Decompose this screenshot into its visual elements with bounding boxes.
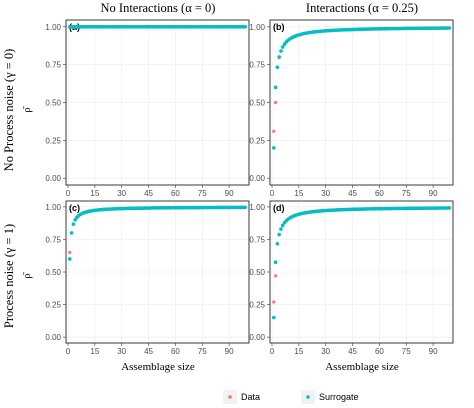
y-tick-label: 0.50 xyxy=(249,99,265,108)
panel-label: (d) xyxy=(273,203,285,213)
x-tick-label: 0 xyxy=(66,189,71,198)
panel-border xyxy=(65,200,250,344)
y-tick-label: 1.00 xyxy=(249,23,265,32)
y-tick-label: 0.00 xyxy=(249,333,265,342)
x-tick-label: 90 xyxy=(225,347,234,356)
y-tick-label: 0.25 xyxy=(45,136,61,145)
panel-label: (b) xyxy=(273,22,285,32)
surrogate-point xyxy=(280,223,285,228)
data-point xyxy=(273,274,278,278)
surrogate-point xyxy=(273,260,278,265)
row-title-process-noise: Process noise (γ = 1) xyxy=(2,224,16,328)
panel-label: (c) xyxy=(69,203,80,213)
surrogate-point xyxy=(67,257,72,261)
y-axis-title-top: ρ̄ xyxy=(22,106,33,113)
surrogate-point xyxy=(73,218,77,222)
y-tick-label: 0.25 xyxy=(249,301,265,310)
surrogate-point xyxy=(280,45,285,49)
surrogate-point xyxy=(279,227,283,231)
surrogate-point xyxy=(277,55,281,59)
legend-label-surrogate: Surrogate xyxy=(319,392,359,402)
surrogate-point xyxy=(273,85,278,90)
data-point xyxy=(273,100,278,105)
x-tick-label: 0 xyxy=(66,347,71,356)
x-tick-label: 90 xyxy=(429,189,438,198)
y-tick-label: 0.50 xyxy=(249,268,265,277)
panel-border xyxy=(269,19,454,186)
y-tick-label: 0.75 xyxy=(249,235,265,244)
x-axis-title-right: Assemblage size xyxy=(325,361,399,373)
surrogate-point xyxy=(447,26,452,30)
legend-marker-data xyxy=(228,395,232,399)
x-tick-label: 30 xyxy=(321,347,330,356)
panel-d: 0.00 0.25 0.50 0.75 1.00 0 15 30 45 60 75 90 (d) xyxy=(249,200,454,356)
panel-border xyxy=(269,200,454,344)
y-tick-label: 0.75 xyxy=(249,61,265,70)
surrogate-point xyxy=(275,241,280,246)
x-tick-label: 15 xyxy=(90,189,99,198)
x-tick-label: 75 xyxy=(402,347,411,356)
legend: Data Surrogate xyxy=(223,390,359,404)
panel-border xyxy=(65,19,250,186)
x-tick-label: 75 xyxy=(198,347,207,356)
y-tick-label: 0.25 xyxy=(45,301,61,310)
y-axis-title-bottom: ρ̄ xyxy=(22,272,33,279)
x-tick-label: 45 xyxy=(348,347,357,356)
y-tick-label: 1.00 xyxy=(45,203,61,212)
surrogate-point xyxy=(447,206,452,210)
x-tick-label: 15 xyxy=(294,189,303,198)
x-tick-label: 90 xyxy=(429,347,438,356)
x-tick-label: 15 xyxy=(90,347,99,356)
x-tick-label: 45 xyxy=(144,347,153,356)
x-tick-label: 45 xyxy=(144,189,153,198)
x-tick-label: 15 xyxy=(294,347,303,356)
panel-b: 0.00 0.25 0.50 0.75 1.00 0 15 30 45 60 75 90 (b) xyxy=(249,19,454,198)
x-tick-label: 75 xyxy=(402,189,411,198)
x-tick-label: 60 xyxy=(171,189,180,198)
y-tick-label: 0.25 xyxy=(249,136,265,145)
data-point xyxy=(272,129,276,133)
x-tick-label: 75 xyxy=(198,189,207,198)
y-tick-label: 0.75 xyxy=(45,61,61,70)
surrogate-point xyxy=(275,65,280,69)
panel-c: 0.00 0.25 0.50 0.75 1.00 0 15 30 45 60 75 90 (c) xyxy=(45,200,250,356)
x-tick-label: 60 xyxy=(375,347,384,356)
legend-marker-surrogate xyxy=(306,395,310,399)
data-point xyxy=(272,300,276,304)
surrogate-point xyxy=(71,222,76,227)
y-tick-label: 0.75 xyxy=(45,235,61,244)
x-tick-label: 30 xyxy=(321,189,330,198)
y-tick-label: 0.00 xyxy=(45,174,61,183)
x-tick-label: 60 xyxy=(171,347,180,356)
surrogate-point xyxy=(271,146,276,150)
data-point xyxy=(68,250,72,255)
column-title-interactions: Interactions (α = 0.25) xyxy=(306,1,418,15)
y-tick-label: 1.00 xyxy=(45,23,61,32)
surrogate-point xyxy=(69,231,74,235)
surrogate-point xyxy=(243,25,248,29)
x-tick-label: 30 xyxy=(117,347,126,356)
legend-label-data: Data xyxy=(241,392,260,402)
y-tick-label: 0.50 xyxy=(45,99,61,108)
x-tick-label: 45 xyxy=(348,189,357,198)
x-tick-label: 60 xyxy=(375,189,384,198)
y-tick-label: 0.50 xyxy=(45,268,61,277)
x-axis-title-left: Assemblage size xyxy=(121,361,195,373)
y-tick-label: 0.00 xyxy=(249,174,265,183)
surrogate-point xyxy=(279,49,283,53)
x-tick-label: 0 xyxy=(270,189,275,198)
x-tick-label: 90 xyxy=(225,189,234,198)
surrogate-point xyxy=(271,315,276,320)
surrogate-point xyxy=(243,205,248,210)
column-title-no-interactions: No Interactions (α = 0) xyxy=(101,1,216,15)
y-tick-label: 1.00 xyxy=(249,203,265,212)
x-tick-label: 0 xyxy=(270,347,275,356)
surrogate-point xyxy=(277,232,281,237)
row-title-no-process-noise: No Process noise (γ = 0) xyxy=(2,49,16,172)
x-tick-label: 30 xyxy=(117,189,126,198)
y-tick-label: 0.00 xyxy=(45,333,61,342)
